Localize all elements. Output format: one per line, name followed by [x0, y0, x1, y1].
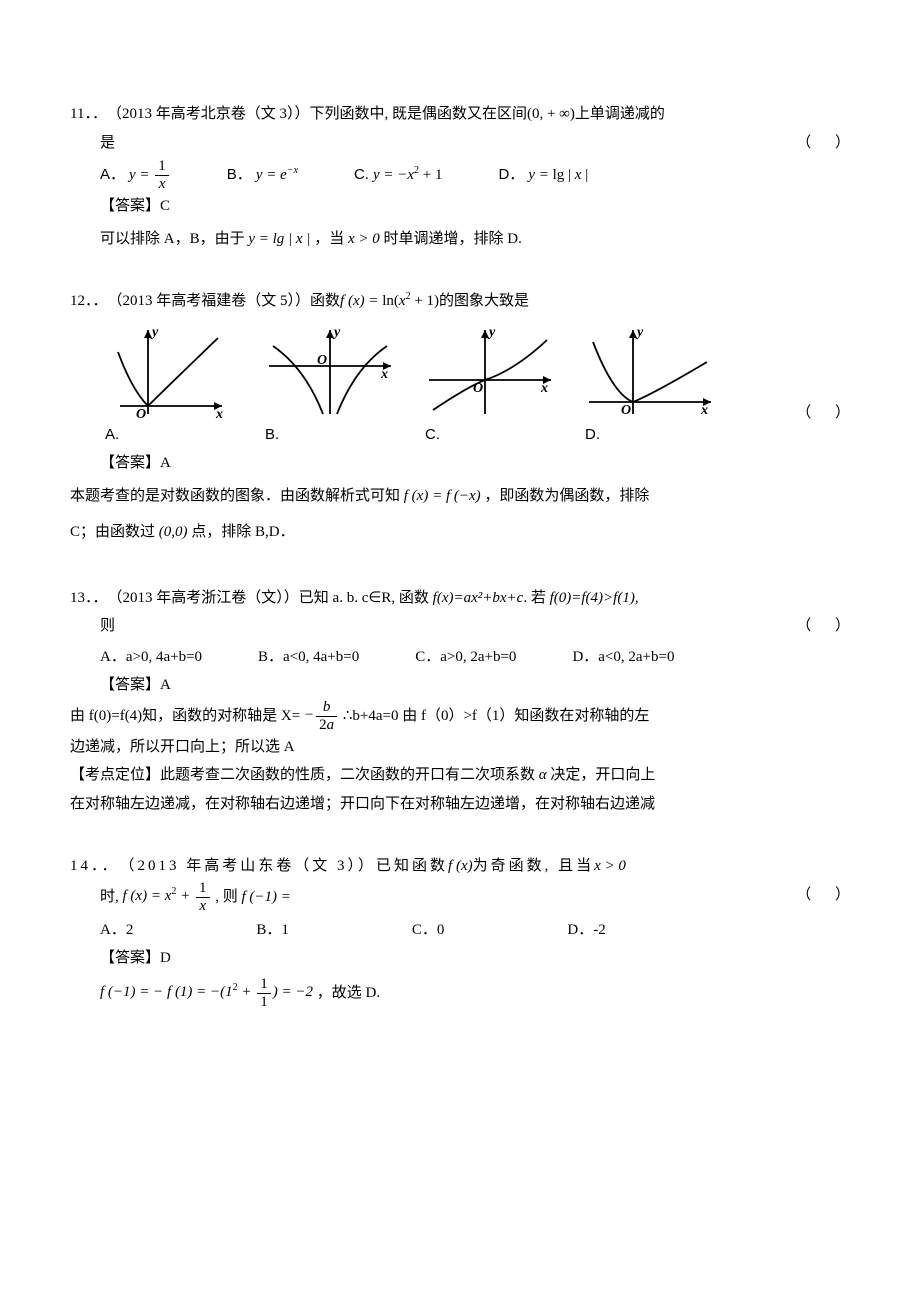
graph-d-svg: y x O [585, 324, 715, 419]
svg-text:y: y [150, 325, 159, 340]
q14-number: 14．． [70, 852, 120, 881]
formula: f (x) = x2 + 1x [123, 888, 212, 904]
formula: f (x) = f (−x) [404, 488, 481, 504]
q13-stem-part1: 已知 a. b. c∈R, 函数 f(x)=ax²+bx+c. 若 f(0)=f… [299, 584, 639, 613]
q13-explanation: 由 f(0)=f(4)知，函数的对称轴是 X= −b2a ∴b+4a=0 由 f… [70, 700, 860, 762]
q14-option-d: D．-2 [567, 916, 605, 945]
q11-option-a: A． y = 1x [100, 159, 171, 192]
graph-c: y x O C. [420, 324, 560, 450]
q13-kaodian-2: 在对称轴左边递减，在对称轴右边递增；开口向下在对称轴左边递增，在对称轴右边递减 [70, 790, 860, 819]
q13-kaodian-1: 【考点定位】此题考查二次函数的性质，二次函数的开口有二次项系数 α 决定，开口向… [70, 761, 860, 790]
svg-text:x: x [380, 367, 388, 382]
q11-line2: 是 （ ） [100, 129, 860, 158]
svg-text:x: x [700, 403, 708, 418]
q13-option-c: C．a>0, 2a+b=0 [415, 643, 516, 672]
q13-option-d: D．a<0, 2a+b=0 [572, 643, 674, 672]
svg-text:O: O [621, 403, 631, 418]
formula: y = 1x [129, 159, 171, 192]
q11-option-c: C. y = −x2 + 1 [354, 159, 443, 192]
q11-explanation: 可以排除 A，B，由于 y = lg | x | ，当 x > 0 时单调递增，… [100, 225, 860, 254]
graph-b: y x O B. [260, 324, 400, 450]
formula: f (x) = ln(x2 + 1) [340, 287, 439, 316]
svg-text:y: y [487, 325, 496, 340]
q13-source: （2013 年高考浙江卷（文）） [108, 584, 299, 613]
choice-paren: （ ） [796, 399, 860, 428]
graph-c-svg: y x O [425, 324, 555, 419]
graph-b-svg: y x O [265, 324, 395, 419]
question-14: 14．． （2013 年高考山东卷（文 3）） 已知函数 f (x) 为奇函数,… [70, 852, 860, 1010]
q14-stem-part2: 时, f (x) = x2 + 1x , 则 f (−1) = [100, 881, 291, 914]
q11-options: A． y = 1x B． y = e−x C. y = −x2 + 1 D． y… [100, 159, 860, 192]
q12-explanation: 本题考查的是对数函数的图象．由函数解析式可知 f (x) = f (−x) ，即… [70, 478, 860, 550]
svg-text:O: O [317, 353, 327, 368]
label-a: A. [100, 421, 240, 450]
svg-text:O: O [136, 407, 146, 419]
choice-paren: （ ） [796, 881, 860, 910]
q14-line1: 14．． （2013 年高考山东卷（文 3）） 已知函数 f (x) 为奇函数,… [70, 852, 860, 881]
q13-option-a: A．a>0, 4a+b=0 [100, 643, 202, 672]
formula: f (−1) = [242, 888, 291, 904]
q13-stem-part2: 则 [100, 612, 115, 641]
formula: x > 0 [594, 852, 626, 881]
q11-number: 11．． [70, 100, 107, 129]
q13-answer: 【答案】A [100, 671, 860, 700]
svg-text:x: x [215, 407, 223, 419]
q11-line1: 11．． （2013 年高考北京卷（文 3）） 下列函数中, 既是偶函数又在区间… [70, 100, 860, 129]
q12-line1: 12．． （2013 年高考福建卷（文 5）） 函数 f (x) = ln(x2… [70, 287, 860, 316]
q14-answer: 【答案】D [100, 944, 860, 973]
q14-options: A．2 B．1 C．0 D．-2 [100, 916, 860, 945]
label-c: C. [420, 421, 560, 450]
q11-option-b: B． y = e−x [227, 159, 298, 192]
formula: y = −x2 + 1 [373, 161, 443, 190]
q14-source: （2013 年高考山东卷（文 3）） [120, 852, 377, 881]
q13-options: A．a>0, 4a+b=0 B．a<0, 4a+b=0 C．a>0, 2a+b=… [100, 643, 860, 672]
graph-a: y x O A. [100, 324, 240, 450]
formula: y = lg | x | [528, 161, 588, 190]
question-12: 12．． （2013 年高考福建卷（文 5）） 函数 f (x) = ln(x2… [70, 287, 860, 550]
q14-option-b: B．1 [256, 916, 289, 945]
formula: y = e−x [256, 161, 298, 190]
label-b: B. [260, 421, 400, 450]
q14-option-c: C．0 [412, 916, 445, 945]
q12-number: 12．． [70, 287, 108, 316]
q11-source: （2013 年高考北京卷（文 3）） [107, 100, 310, 129]
q14-option-a: A．2 [100, 916, 133, 945]
formula: f (x) [448, 852, 473, 881]
svg-text:y: y [332, 325, 341, 340]
graph-d: y x O D. [580, 324, 720, 450]
q12-source: （2013 年高考福建卷（文 5）） [108, 287, 311, 316]
formula: −b2a [304, 707, 339, 723]
q11-answer: 【答案】C [100, 192, 860, 221]
q11-stem-part2: 是 [100, 129, 115, 158]
svg-text:y: y [635, 325, 644, 340]
q11-stem-part1: 下列函数中, 既是偶函数又在区间(0, + ∞)上单调递减的 [309, 100, 664, 129]
choice-paren: （ ） [796, 612, 860, 641]
choice-paren: （ ） [796, 129, 860, 158]
graph-a-svg: y x O [110, 324, 230, 419]
formula: f (−1) = − f (1) = −(12 + 11) = −2 [100, 984, 313, 1000]
q12-graph-row: y x O A. y x O B. [70, 316, 860, 450]
question-13: 13．． （2013 年高考浙江卷（文）） 已知 a. b. c∈R, 函数 f… [70, 584, 860, 819]
q13-line2: 则 （ ） [100, 612, 860, 641]
q14-line2: 时, f (x) = x2 + 1x , 则 f (−1) = （ ） [100, 881, 860, 914]
question-11: 11．． （2013 年高考北京卷（文 3）） 下列函数中, 既是偶函数又在区间… [70, 100, 860, 253]
q12-answer: 【答案】A [100, 449, 860, 478]
svg-text:O: O [473, 381, 483, 396]
q13-option-b: B．a<0, 4a+b=0 [258, 643, 359, 672]
q13-number: 13．． [70, 584, 108, 613]
q11-option-d: D． y = lg | x | [498, 159, 588, 192]
q13-line1: 13．． （2013 年高考浙江卷（文）） 已知 a. b. c∈R, 函数 f… [70, 584, 860, 613]
label-d: D. [580, 421, 720, 450]
q14-explanation: f (−1) = − f (1) = −(12 + 11) = −2 ，故选 D… [100, 977, 860, 1010]
svg-text:x: x [540, 381, 548, 396]
